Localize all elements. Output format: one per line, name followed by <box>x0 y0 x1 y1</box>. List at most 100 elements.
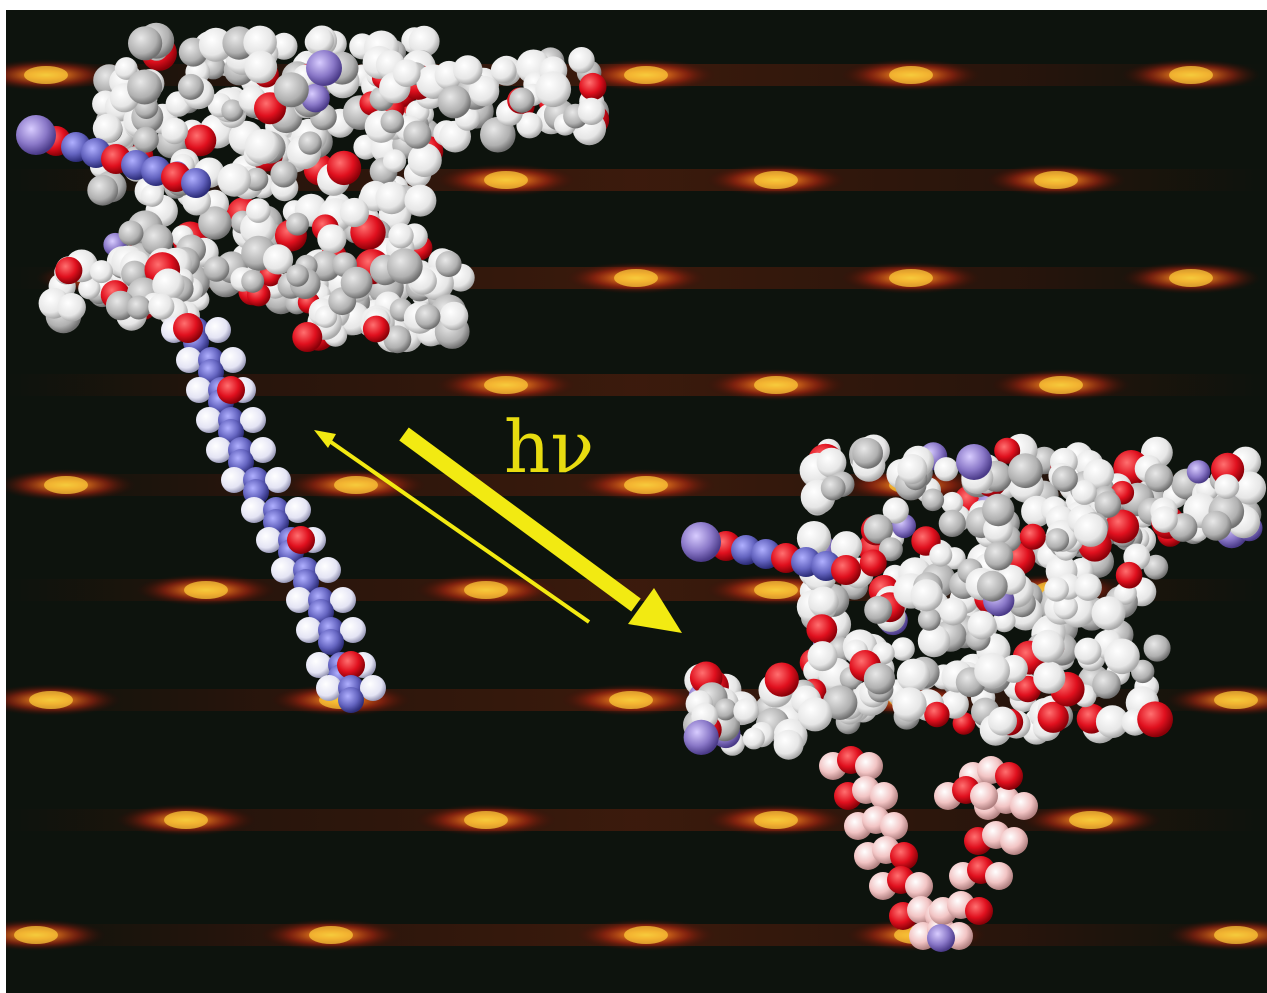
atom <box>415 304 441 330</box>
diffraction-spot-core <box>484 171 528 189</box>
atom <box>870 782 898 810</box>
atom <box>509 87 535 113</box>
diffraction-spot-core <box>754 171 798 189</box>
diffraction-spot-core <box>1069 811 1113 829</box>
atom <box>16 115 56 155</box>
atom <box>250 437 276 463</box>
atom <box>1115 561 1143 589</box>
atom <box>967 610 997 640</box>
atom <box>316 675 342 701</box>
atom <box>317 224 347 254</box>
atom <box>220 347 246 373</box>
atom <box>392 59 421 87</box>
atom <box>287 526 315 554</box>
atom <box>1091 596 1126 631</box>
atom <box>994 437 1021 464</box>
atom <box>270 160 298 188</box>
atom <box>733 698 759 724</box>
atom <box>985 862 1013 890</box>
atom <box>820 475 846 501</box>
atom <box>205 317 231 343</box>
atom <box>114 57 138 80</box>
atom <box>105 290 136 321</box>
diffraction-spot-core <box>754 811 798 829</box>
atom <box>1000 827 1028 855</box>
atom <box>360 675 386 701</box>
diffraction-spot-core <box>624 66 668 84</box>
atom <box>816 447 847 478</box>
atom <box>435 251 462 277</box>
atom <box>296 617 322 643</box>
atom <box>271 557 297 583</box>
atom <box>221 467 247 493</box>
atom <box>203 256 230 282</box>
atom <box>984 541 1014 571</box>
diffraction-spot-core <box>624 476 668 494</box>
atom <box>1037 701 1069 733</box>
atom <box>941 491 964 514</box>
hv-label: hν <box>504 405 594 489</box>
atom <box>241 497 267 523</box>
atom <box>535 71 572 108</box>
atom <box>892 687 927 722</box>
diffraction-spot-core <box>29 691 73 709</box>
atom <box>1143 634 1171 662</box>
atom <box>1074 573 1102 601</box>
diffraction-spot-core <box>14 926 58 944</box>
atom <box>863 663 896 695</box>
atom <box>386 248 423 284</box>
photon-arrow-forward <box>399 427 682 633</box>
atom <box>265 467 291 493</box>
atom <box>298 131 322 155</box>
atom <box>326 150 362 186</box>
atom <box>217 163 251 197</box>
atom <box>1045 528 1070 552</box>
atom <box>1072 480 1097 505</box>
atom <box>141 224 174 257</box>
diffraction-spot-core <box>614 269 658 287</box>
atom <box>340 266 373 299</box>
atom <box>924 701 950 728</box>
atom <box>78 277 101 300</box>
atom <box>380 109 405 134</box>
atom <box>217 376 245 404</box>
atom <box>1051 465 1078 492</box>
atom <box>921 488 945 512</box>
atom <box>256 527 282 553</box>
atom <box>285 497 311 523</box>
atom <box>306 27 335 55</box>
atom <box>286 264 309 287</box>
atom <box>714 698 737 721</box>
diffraction-spot-core <box>754 581 798 599</box>
atom <box>244 167 269 191</box>
atom <box>830 531 863 563</box>
atom <box>929 543 953 567</box>
atom <box>917 624 951 658</box>
atom <box>241 269 265 293</box>
diffraction-spot-core <box>484 376 528 394</box>
atom <box>403 120 432 149</box>
atom <box>439 301 469 331</box>
diffraction-spot-core <box>334 476 378 494</box>
atom <box>939 597 968 626</box>
atom <box>453 55 483 85</box>
diffraction-spot-core <box>309 926 353 944</box>
atom <box>240 407 266 433</box>
atom <box>1144 463 1174 493</box>
atom <box>917 608 941 631</box>
atom <box>273 72 309 108</box>
atom <box>880 812 908 840</box>
atom <box>1083 458 1115 490</box>
atom <box>1201 510 1232 541</box>
atom <box>404 184 437 217</box>
diffraction-spot-core <box>754 376 798 394</box>
atom <box>1214 474 1240 499</box>
atom <box>796 521 832 556</box>
atom <box>198 206 232 240</box>
atom <box>161 117 188 145</box>
atom <box>128 26 163 61</box>
atom <box>891 637 915 661</box>
atom <box>181 168 211 198</box>
atom <box>807 641 838 672</box>
